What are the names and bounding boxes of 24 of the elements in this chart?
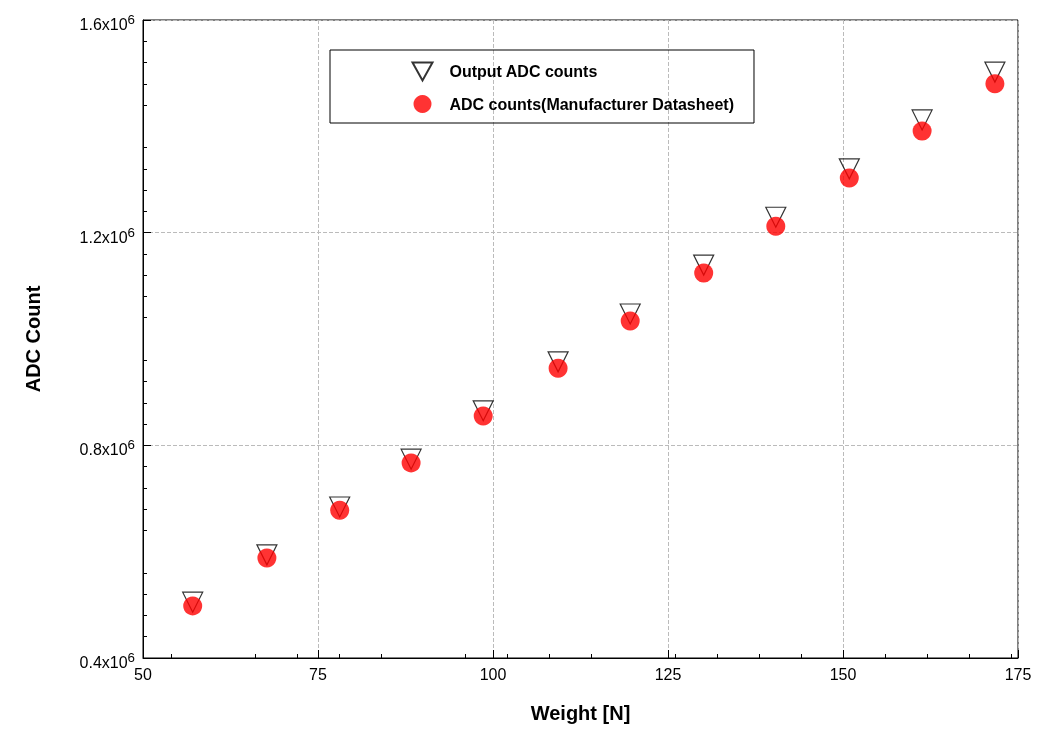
legend-label: ADC counts(Manufacturer Datasheet) [449, 95, 734, 113]
x-tick-label: 75 [309, 665, 327, 683]
point [912, 121, 932, 141]
point [839, 168, 859, 188]
y-axis-title: ADC Count [22, 285, 44, 393]
y-tick-label: 0.8x10$^{6}$ [79, 436, 135, 461]
point [694, 263, 714, 283]
point [401, 453, 421, 473]
point [620, 311, 640, 331]
point [985, 74, 1005, 94]
y-tick-label: 1.2x10$^{6}$ [79, 223, 135, 248]
point [766, 216, 786, 236]
x-tick-label: 100 [479, 665, 507, 683]
point [473, 406, 493, 426]
x-tick-label: 50 [134, 665, 152, 683]
y-tick-label: 0.4x10$^{6}$ [79, 649, 135, 674]
y-tick-label: 1.6x10$^{6}$ [79, 11, 135, 36]
point [183, 596, 203, 616]
point [548, 358, 568, 378]
x-tick-label: 150 [829, 665, 857, 683]
legend-label: Output ADC counts [449, 63, 598, 80]
x-axis-title: Weight [N] [530, 702, 631, 724]
x-tick-label: 125 [654, 665, 682, 683]
x-tick-label: 175 [1004, 665, 1032, 683]
